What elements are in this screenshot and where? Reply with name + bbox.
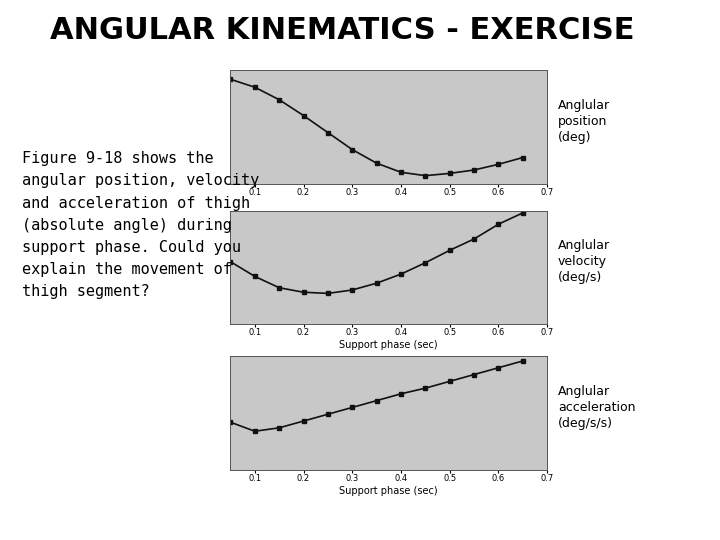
Text: Anglular
acceleration
(deg/s/s): Anglular acceleration (deg/s/s) <box>558 385 636 430</box>
X-axis label: Support phase (sec): Support phase (sec) <box>340 340 438 350</box>
Text: ANGULAR KINEMATICS - EXERCISE: ANGULAR KINEMATICS - EXERCISE <box>50 16 635 45</box>
Text: Figure 9-18 shows the
angular position, velocity
and acceleration of thigh
(abso: Figure 9-18 shows the angular position, … <box>22 151 259 299</box>
X-axis label: Support phase (sec): Support phase (sec) <box>340 486 438 496</box>
Text: Anglular
velocity
(deg/s): Anglular velocity (deg/s) <box>558 239 610 284</box>
Text: Anglular
position
(deg): Anglular position (deg) <box>558 99 610 144</box>
